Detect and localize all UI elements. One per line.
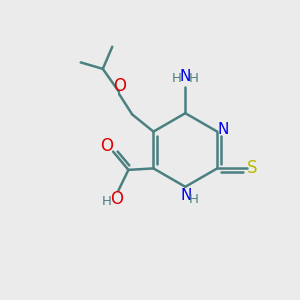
Text: H: H — [189, 72, 199, 85]
Text: N: N — [180, 69, 191, 84]
Text: S: S — [247, 159, 258, 177]
Text: O: O — [113, 77, 126, 95]
Text: O: O — [110, 190, 123, 208]
Text: N: N — [218, 122, 230, 137]
Text: H: H — [172, 72, 182, 85]
Text: O: O — [100, 137, 113, 155]
Text: N: N — [180, 188, 192, 202]
Text: H: H — [102, 195, 112, 208]
Text: H: H — [188, 193, 198, 206]
